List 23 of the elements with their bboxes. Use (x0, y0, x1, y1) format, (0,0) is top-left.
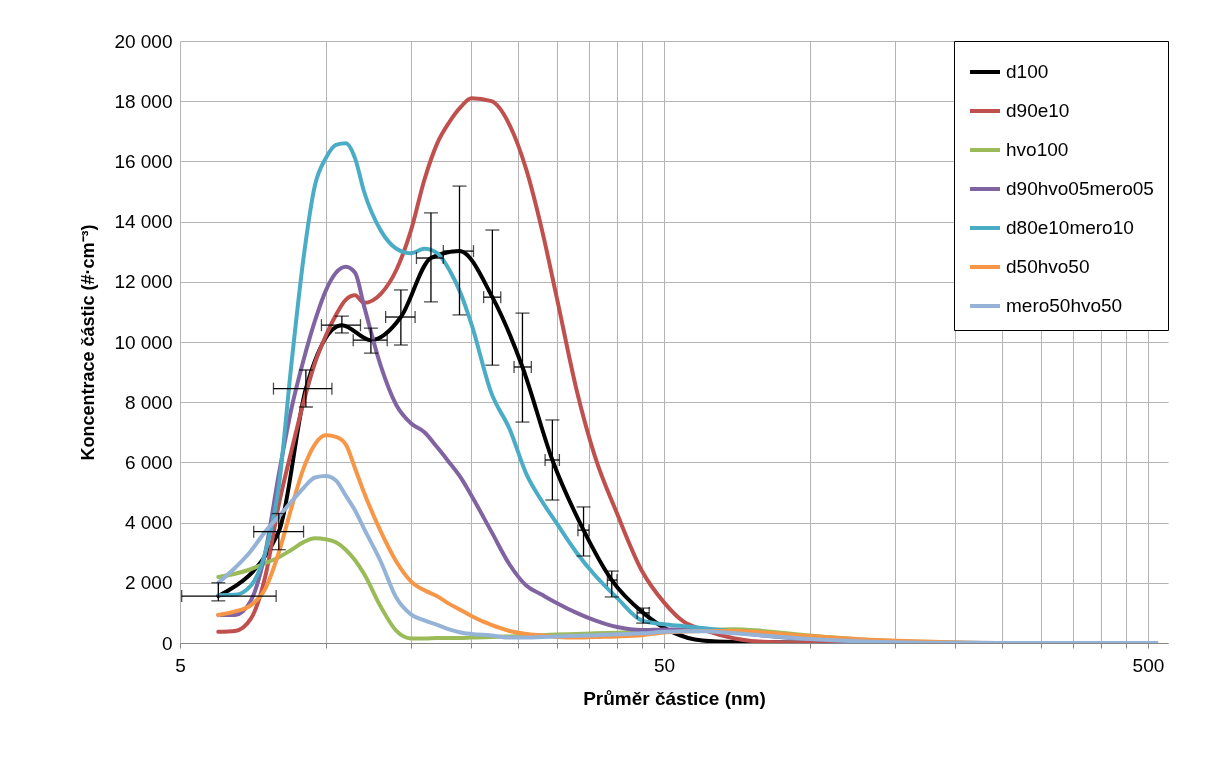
y-tick-label: 4 000 (124, 512, 173, 534)
y-tick-label: 8 000 (124, 391, 173, 413)
legend-label: d50hvo50 (1006, 256, 1090, 277)
y-tick-label: 18 000 (114, 90, 173, 112)
y-tick-label: 6 000 (124, 451, 173, 473)
y-tick-label: 20 000 (114, 30, 173, 52)
legend-label: hvo100 (1006, 139, 1069, 160)
y-tick-label: 2 000 (124, 572, 173, 594)
x-tick-label: 500 (1132, 654, 1165, 676)
legend-label: d90hvo05mero05 (1006, 178, 1154, 199)
y-tick-label: 14 000 (114, 211, 173, 233)
x-tick-label: 5 (175, 654, 186, 676)
legend-label: d80e10mero10 (1006, 217, 1134, 238)
legend-label: d100 (1006, 61, 1049, 82)
y-tick-label: 0 (161, 632, 173, 654)
legend-label: mero50hvo50 (1006, 295, 1123, 316)
y-axis-title: Koncentrace částic (#·cm⁻³) (78, 224, 99, 461)
legend-label: d90e10 (1006, 100, 1070, 121)
y-tick-label: 16 000 (114, 150, 173, 172)
y-tick-label: 10 000 (114, 331, 173, 353)
x-axis-title: Průměr částice (nm) (583, 687, 766, 709)
y-tick-label: 12 000 (114, 271, 173, 293)
x-tick-label: 50 (653, 654, 676, 676)
